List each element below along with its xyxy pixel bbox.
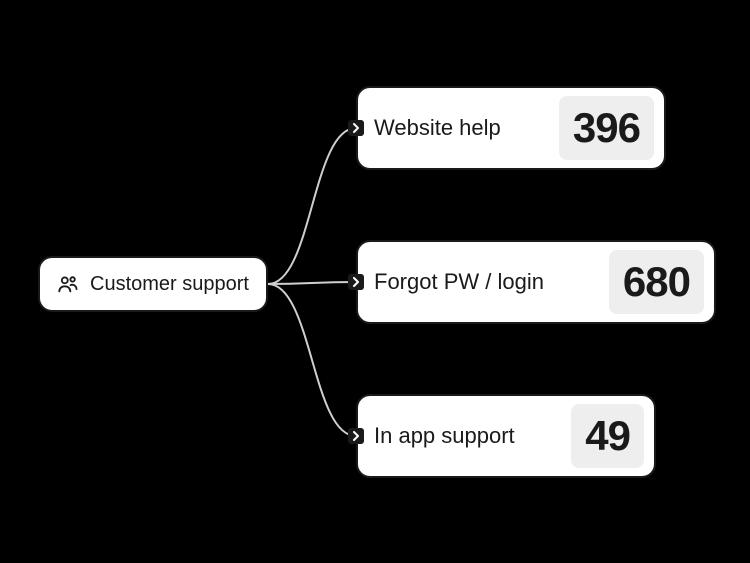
child-node-value: 49 xyxy=(585,415,630,457)
value-badge: 396 xyxy=(559,96,654,160)
child-node-label: Website help xyxy=(374,115,501,141)
child-node-label: Forgot PW / login xyxy=(374,269,544,295)
edge xyxy=(268,282,356,284)
root-node-customer-support[interactable]: Customer support xyxy=(38,256,268,312)
child-node-value: 396 xyxy=(573,107,640,149)
child-node-label: In app support xyxy=(374,423,515,449)
value-badge: 680 xyxy=(609,250,704,314)
edge xyxy=(268,284,356,436)
chevron-right-icon xyxy=(348,120,364,136)
child-node-website-help[interactable]: Website help 396 xyxy=(356,86,666,170)
child-node-in-app-support[interactable]: In app support 49 xyxy=(356,394,656,478)
root-node-label: Customer support xyxy=(90,273,249,296)
value-badge: 49 xyxy=(571,404,644,468)
chevron-right-icon xyxy=(348,274,364,290)
child-node-value: 680 xyxy=(623,261,690,303)
people-icon xyxy=(56,272,80,296)
diagram-canvas: Customer support Website help 396 Forgot… xyxy=(0,0,750,563)
child-node-forgot-pw-login[interactable]: Forgot PW / login 680 xyxy=(356,240,716,324)
edge xyxy=(268,128,356,284)
chevron-right-icon xyxy=(348,428,364,444)
